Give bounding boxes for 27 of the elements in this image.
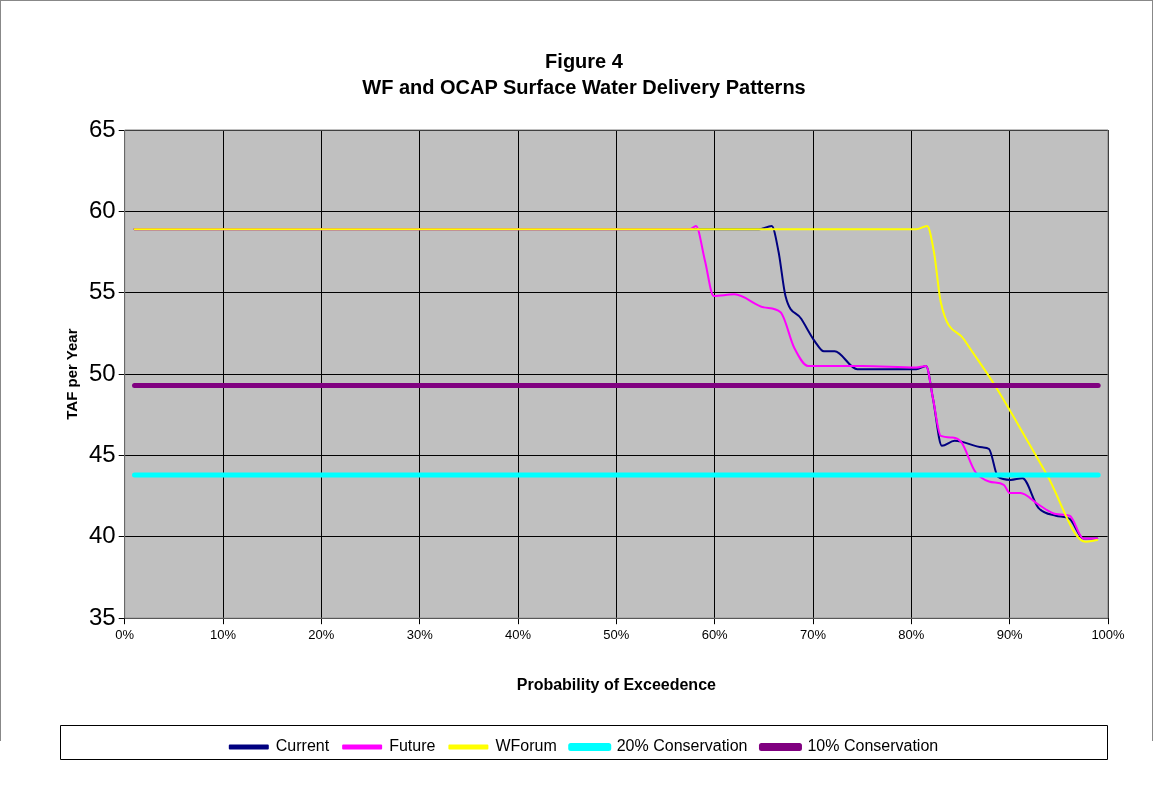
x-tick-label: 90%: [996, 626, 1024, 642]
y-tick-label: 55: [88, 277, 116, 305]
legend-label: Current: [275, 737, 330, 755]
x-tick-label: 0%: [115, 626, 135, 642]
chart-subtitle: WF and OCAP Surface Water Delivery Patterns: [362, 75, 806, 98]
legend-label: 10% Conservation: [807, 737, 939, 755]
x-axis-title: Probability of Exceedence: [516, 675, 717, 693]
y-tick-label: 65: [88, 114, 116, 142]
x-tick-label: 60%: [701, 626, 729, 642]
x-tick-label: 40%: [505, 626, 532, 642]
y-tick-label: 40: [88, 521, 116, 549]
y-tick-label: 60: [88, 195, 116, 223]
y-tick-label: 45: [88, 440, 116, 468]
y-axis-title: TAF per Year: [63, 328, 81, 420]
x-tick-label: 70%: [799, 626, 827, 642]
legend-label: Future: [389, 737, 436, 755]
x-tick-label: 20%: [308, 626, 335, 642]
x-tick-label: 100%: [1091, 626, 1126, 642]
x-tick-label: 80%: [898, 626, 925, 642]
x-tick-label: 50%: [603, 626, 630, 642]
legend-label: WForum: [495, 737, 557, 755]
chart-title: Figure 4: [545, 49, 624, 72]
y-tick-label: 35: [88, 602, 116, 630]
x-tick-label: 10%: [210, 626, 237, 642]
legend-label: 20% Conservation: [616, 737, 748, 755]
x-tick-label: 30%: [406, 626, 434, 642]
y-tick-label: 50: [88, 358, 116, 386]
